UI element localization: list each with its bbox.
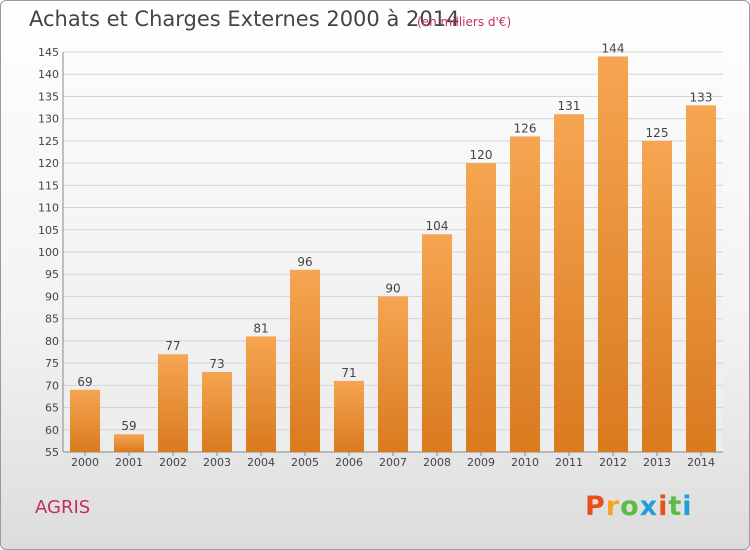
logo-letter: P — [585, 491, 606, 522]
x-tick-label: 2013 — [643, 456, 671, 469]
bar-value-label: 96 — [297, 255, 312, 269]
bar — [290, 269, 320, 452]
y-tick-label: 120 — [38, 157, 59, 170]
bar — [466, 163, 496, 452]
bar-value-label: 77 — [165, 339, 180, 353]
bar — [202, 372, 232, 452]
x-tick-label: 2012 — [599, 456, 627, 469]
proxiti-logo: Proxiti — [585, 491, 693, 522]
bar-value-label: 131 — [558, 99, 581, 113]
bar-value-label: 81 — [253, 321, 268, 335]
y-tick-label: 115 — [38, 179, 59, 192]
bar — [598, 56, 628, 452]
x-tick-label: 2014 — [687, 456, 715, 469]
bar — [554, 114, 584, 452]
x-tick-label: 2005 — [291, 456, 319, 469]
y-tick-label: 80 — [45, 335, 59, 348]
y-tick-label: 65 — [45, 402, 59, 415]
bar-value-label: 120 — [470, 148, 493, 162]
x-tick-label: 2009 — [467, 456, 495, 469]
x-tick-label: 2001 — [115, 456, 143, 469]
y-tick-label: 130 — [38, 113, 59, 126]
y-tick-label: 100 — [38, 246, 59, 259]
y-tick-label: 90 — [45, 290, 59, 303]
logo-letter: t — [668, 491, 683, 522]
bar-value-label: 125 — [646, 126, 669, 140]
x-tick-label: 2008 — [423, 456, 451, 469]
bar-value-label: 133 — [690, 90, 713, 104]
bar-value-label: 59 — [121, 419, 136, 433]
bar — [114, 434, 144, 452]
bar-value-label: 104 — [426, 219, 449, 233]
x-tick-label: 2000 — [71, 456, 99, 469]
y-tick-label: 70 — [45, 379, 59, 392]
logo-letter: i — [658, 491, 669, 522]
x-tick-label: 2006 — [335, 456, 363, 469]
chart-subtitle: (en milliers d'€) — [417, 15, 512, 29]
x-tick-label: 2002 — [159, 456, 187, 469]
bar-value-label: 126 — [514, 121, 537, 135]
x-tick-label: 2003 — [203, 456, 231, 469]
bar — [158, 354, 188, 452]
y-tick-label: 110 — [38, 202, 59, 215]
bar-value-label: 71 — [341, 366, 356, 380]
x-tick-label: 2011 — [555, 456, 583, 469]
bar — [686, 105, 716, 452]
bar — [510, 136, 540, 452]
y-tick-label: 95 — [45, 268, 59, 281]
x-tick-label: 2007 — [379, 456, 407, 469]
bar-value-label: 73 — [209, 357, 224, 371]
bar — [246, 336, 276, 452]
y-tick-label: 85 — [45, 313, 59, 326]
bar — [70, 389, 100, 452]
bar — [422, 234, 452, 452]
logo-letter: r — [605, 491, 621, 522]
commune-name: AGRIS — [35, 497, 91, 518]
y-tick-label: 145 — [38, 46, 59, 59]
bar-value-label: 69 — [77, 375, 92, 389]
y-tick-label: 135 — [38, 90, 59, 103]
bar — [642, 140, 672, 452]
logo-letter: x — [639, 491, 659, 522]
bar — [378, 296, 408, 452]
chart-title: Achats et Charges Externes 2000 à 2014 — [29, 7, 460, 31]
y-tick-label: 140 — [38, 68, 59, 81]
y-tick-label: 125 — [38, 135, 59, 148]
y-tick-label: 75 — [45, 357, 59, 370]
y-tick-label: 60 — [45, 424, 59, 437]
bar-value-label: 144 — [602, 41, 625, 55]
y-tick-label: 105 — [38, 224, 59, 237]
bar-value-label: 90 — [385, 281, 400, 295]
y-tick-label: 55 — [45, 446, 59, 459]
logo-letter: o — [620, 491, 640, 522]
x-tick-label: 2004 — [247, 456, 275, 469]
logo-letter: i — [682, 491, 693, 522]
x-tick-label: 2010 — [511, 456, 539, 469]
bar — [334, 380, 364, 452]
